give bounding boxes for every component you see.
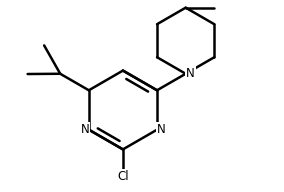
Text: N: N bbox=[186, 67, 195, 80]
Text: N: N bbox=[156, 123, 165, 136]
Text: N: N bbox=[81, 123, 89, 136]
Text: Cl: Cl bbox=[117, 170, 129, 183]
